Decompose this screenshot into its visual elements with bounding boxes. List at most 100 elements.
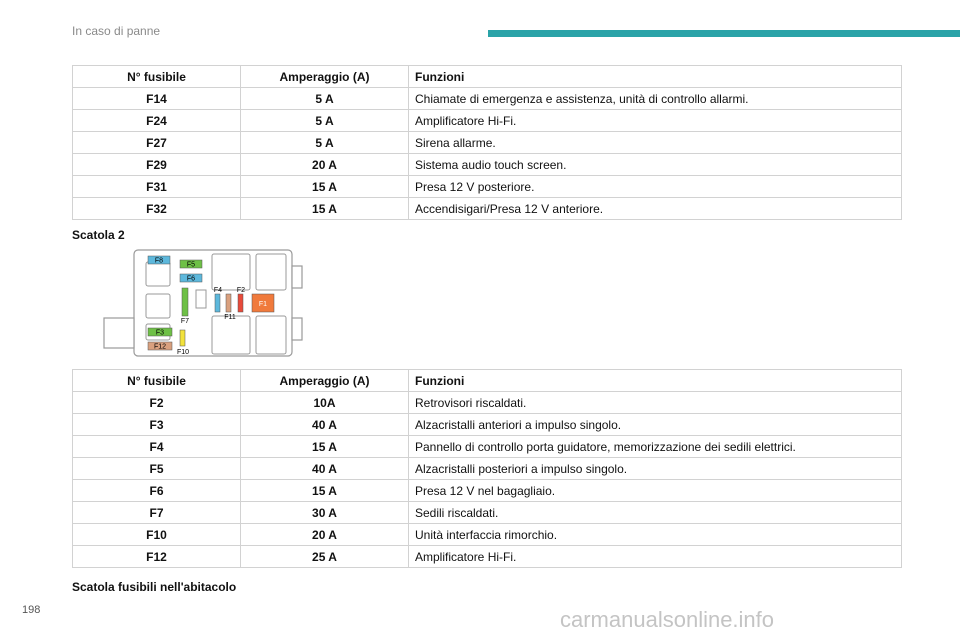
relay-slot: [255, 253, 287, 291]
function-text: Presa 12 V posteriore.: [408, 175, 902, 198]
fuse-number: F12: [72, 545, 241, 568]
table-row: F2 10A Retrovisori riscaldati.: [72, 391, 902, 414]
fuse-number: F3: [72, 413, 241, 436]
fuse-f4: [214, 293, 221, 313]
fuse-box-connector-left: [103, 317, 135, 349]
watermark: carmanualsonline.info: [560, 607, 775, 632]
fuse-f7: [181, 287, 189, 317]
amperage: 5 A: [240, 109, 409, 132]
table-row: F14 5 A Chiamate di emergenza e assistenza…: [72, 87, 902, 110]
fuse-f11: [225, 293, 232, 313]
table-row: F3 40 A Alzacristalli anteriori a impulso …: [72, 413, 902, 436]
header-accent-bar: [488, 30, 960, 37]
fuse-f12: [147, 341, 173, 351]
col-header-amperage: Amperaggio (A): [240, 369, 409, 392]
table-row: F32 15 A Accendisigari/Presa 12 V anterior…: [72, 197, 902, 220]
table-row: F6 15 A Presa 12 V nel bagagliaio.: [72, 479, 902, 502]
page-number: 198: [22, 604, 41, 616]
relay-slot: [255, 315, 287, 355]
relay-slot: [145, 261, 171, 287]
amperage: 15 A: [240, 175, 409, 198]
fuse-number: F29: [72, 153, 241, 176]
caption-scatola-abitacolo: Scatola fusibili nell'abitacolo: [72, 580, 237, 594]
relay-slot: [145, 293, 171, 319]
fuse-number: F27: [72, 131, 241, 154]
fuse-box-connector-right-bottom: [291, 317, 303, 341]
fuse-number: F10: [72, 523, 241, 546]
label-f3: F3: [156, 330, 164, 337]
fuse-number: F7: [72, 501, 241, 524]
amperage: 15 A: [240, 479, 409, 502]
table-row: F10 20 A Unità interfaccia rimorchio.: [72, 523, 902, 546]
table-row: F4 15 A Pannello di controllo porta guidat…: [72, 435, 902, 458]
fuse-number: F14: [72, 87, 241, 110]
fuse-f3: [147, 327, 173, 337]
function-text: Amplificatore Hi-Fi.: [408, 109, 902, 132]
label-f4: F4: [214, 287, 222, 294]
fuse-f8: [147, 255, 171, 265]
function-text: Retrovisori riscaldati.: [408, 391, 902, 414]
fuse-table-1: N° fusibile Amperaggio (A) Funzioni F14 5…: [72, 65, 902, 220]
fuse-f10: [179, 329, 186, 347]
fuse-number: F2: [72, 391, 241, 414]
table-header-row: N° fusibile Amperaggio (A) Funzioni: [72, 65, 902, 88]
label-f7: F7: [181, 318, 189, 325]
col-header-amperage: Amperaggio (A): [240, 65, 409, 88]
relay-slot: [211, 253, 251, 291]
fuse-f1: [251, 293, 275, 313]
fuse-box-connector-right-top: [291, 265, 303, 289]
function-text: Sirena allarme.: [408, 131, 902, 154]
label-f1: F1: [259, 301, 267, 308]
table-header-row: N° fusibile Amperaggio (A) Funzioni: [72, 369, 902, 392]
table-row: F31 15 A Presa 12 V posteriore.: [72, 175, 902, 198]
function-text: Alzacristalli posteriori a impulso singo…: [408, 457, 902, 480]
fuse-number: F24: [72, 109, 241, 132]
fuse-number: F4: [72, 435, 241, 458]
fuse-number: F5: [72, 457, 241, 480]
amperage: 5 A: [240, 131, 409, 154]
table-row: F29 20 A Sistema audio touch screen.: [72, 153, 902, 176]
col-header-fuse: N° fusibile: [72, 369, 241, 392]
fuse-number: F32: [72, 197, 241, 220]
fuse-f6: [179, 273, 203, 283]
relay-slot: [211, 315, 251, 355]
section-title: In caso di panne: [72, 24, 161, 38]
function-text: Amplificatore Hi-Fi.: [408, 545, 902, 568]
fuse-number: F6: [72, 479, 241, 502]
fuse-slot-empty: [195, 289, 207, 309]
fuse-table-2: N° fusibile Amperaggio (A) Funzioni F2 10…: [72, 369, 902, 568]
function-text: Sedili riscaldati.: [408, 501, 902, 524]
amperage: 20 A: [240, 153, 409, 176]
label-f6: F6: [187, 276, 195, 283]
function-text: Alzacristalli anteriori a impulso singol…: [408, 413, 902, 436]
fuse-f2: [237, 293, 244, 313]
amperage: 15 A: [240, 435, 409, 458]
caption-scatola-2: Scatola 2: [72, 228, 125, 242]
label-f12: F12: [154, 344, 166, 351]
fuse-number: F31: [72, 175, 241, 198]
col-header-functions: Funzioni: [408, 369, 902, 392]
label-f2: F2: [237, 287, 245, 294]
label-f5: F5: [187, 262, 195, 269]
amperage: 15 A: [240, 197, 409, 220]
label-f11: F11: [224, 314, 236, 321]
fuse-f5: [179, 259, 203, 269]
amperage: 30 A: [240, 501, 409, 524]
amperage: 40 A: [240, 457, 409, 480]
table-row: F27 5 A Sirena allarme.: [72, 131, 902, 154]
amperage: 40 A: [240, 413, 409, 436]
amperage: 10A: [240, 391, 409, 414]
function-text: Sistema audio touch screen.: [408, 153, 902, 176]
fuse-box-outline: [133, 249, 293, 357]
function-text: Accendisigari/Presa 12 V anteriore.: [408, 197, 902, 220]
amperage: 25 A: [240, 545, 409, 568]
amperage: 20 A: [240, 523, 409, 546]
table-row: F12 25 A Amplificatore Hi-Fi.: [72, 545, 902, 568]
table-row: F24 5 A Amplificatore Hi-Fi.: [72, 109, 902, 132]
table-row: F7 30 A Sedili riscaldati.: [72, 501, 902, 524]
function-text: Unità interfaccia rimorchio.: [408, 523, 902, 546]
col-header-fuse: N° fusibile: [72, 65, 241, 88]
table-row: F5 40 A Alzacristalli posteriori a impulso…: [72, 457, 902, 480]
fuse-box-diagram: F8 F5 F6 F7 F4 F11 F2 F1 F3 F12 F10: [103, 249, 303, 357]
function-text: Presa 12 V nel bagagliaio.: [408, 479, 902, 502]
